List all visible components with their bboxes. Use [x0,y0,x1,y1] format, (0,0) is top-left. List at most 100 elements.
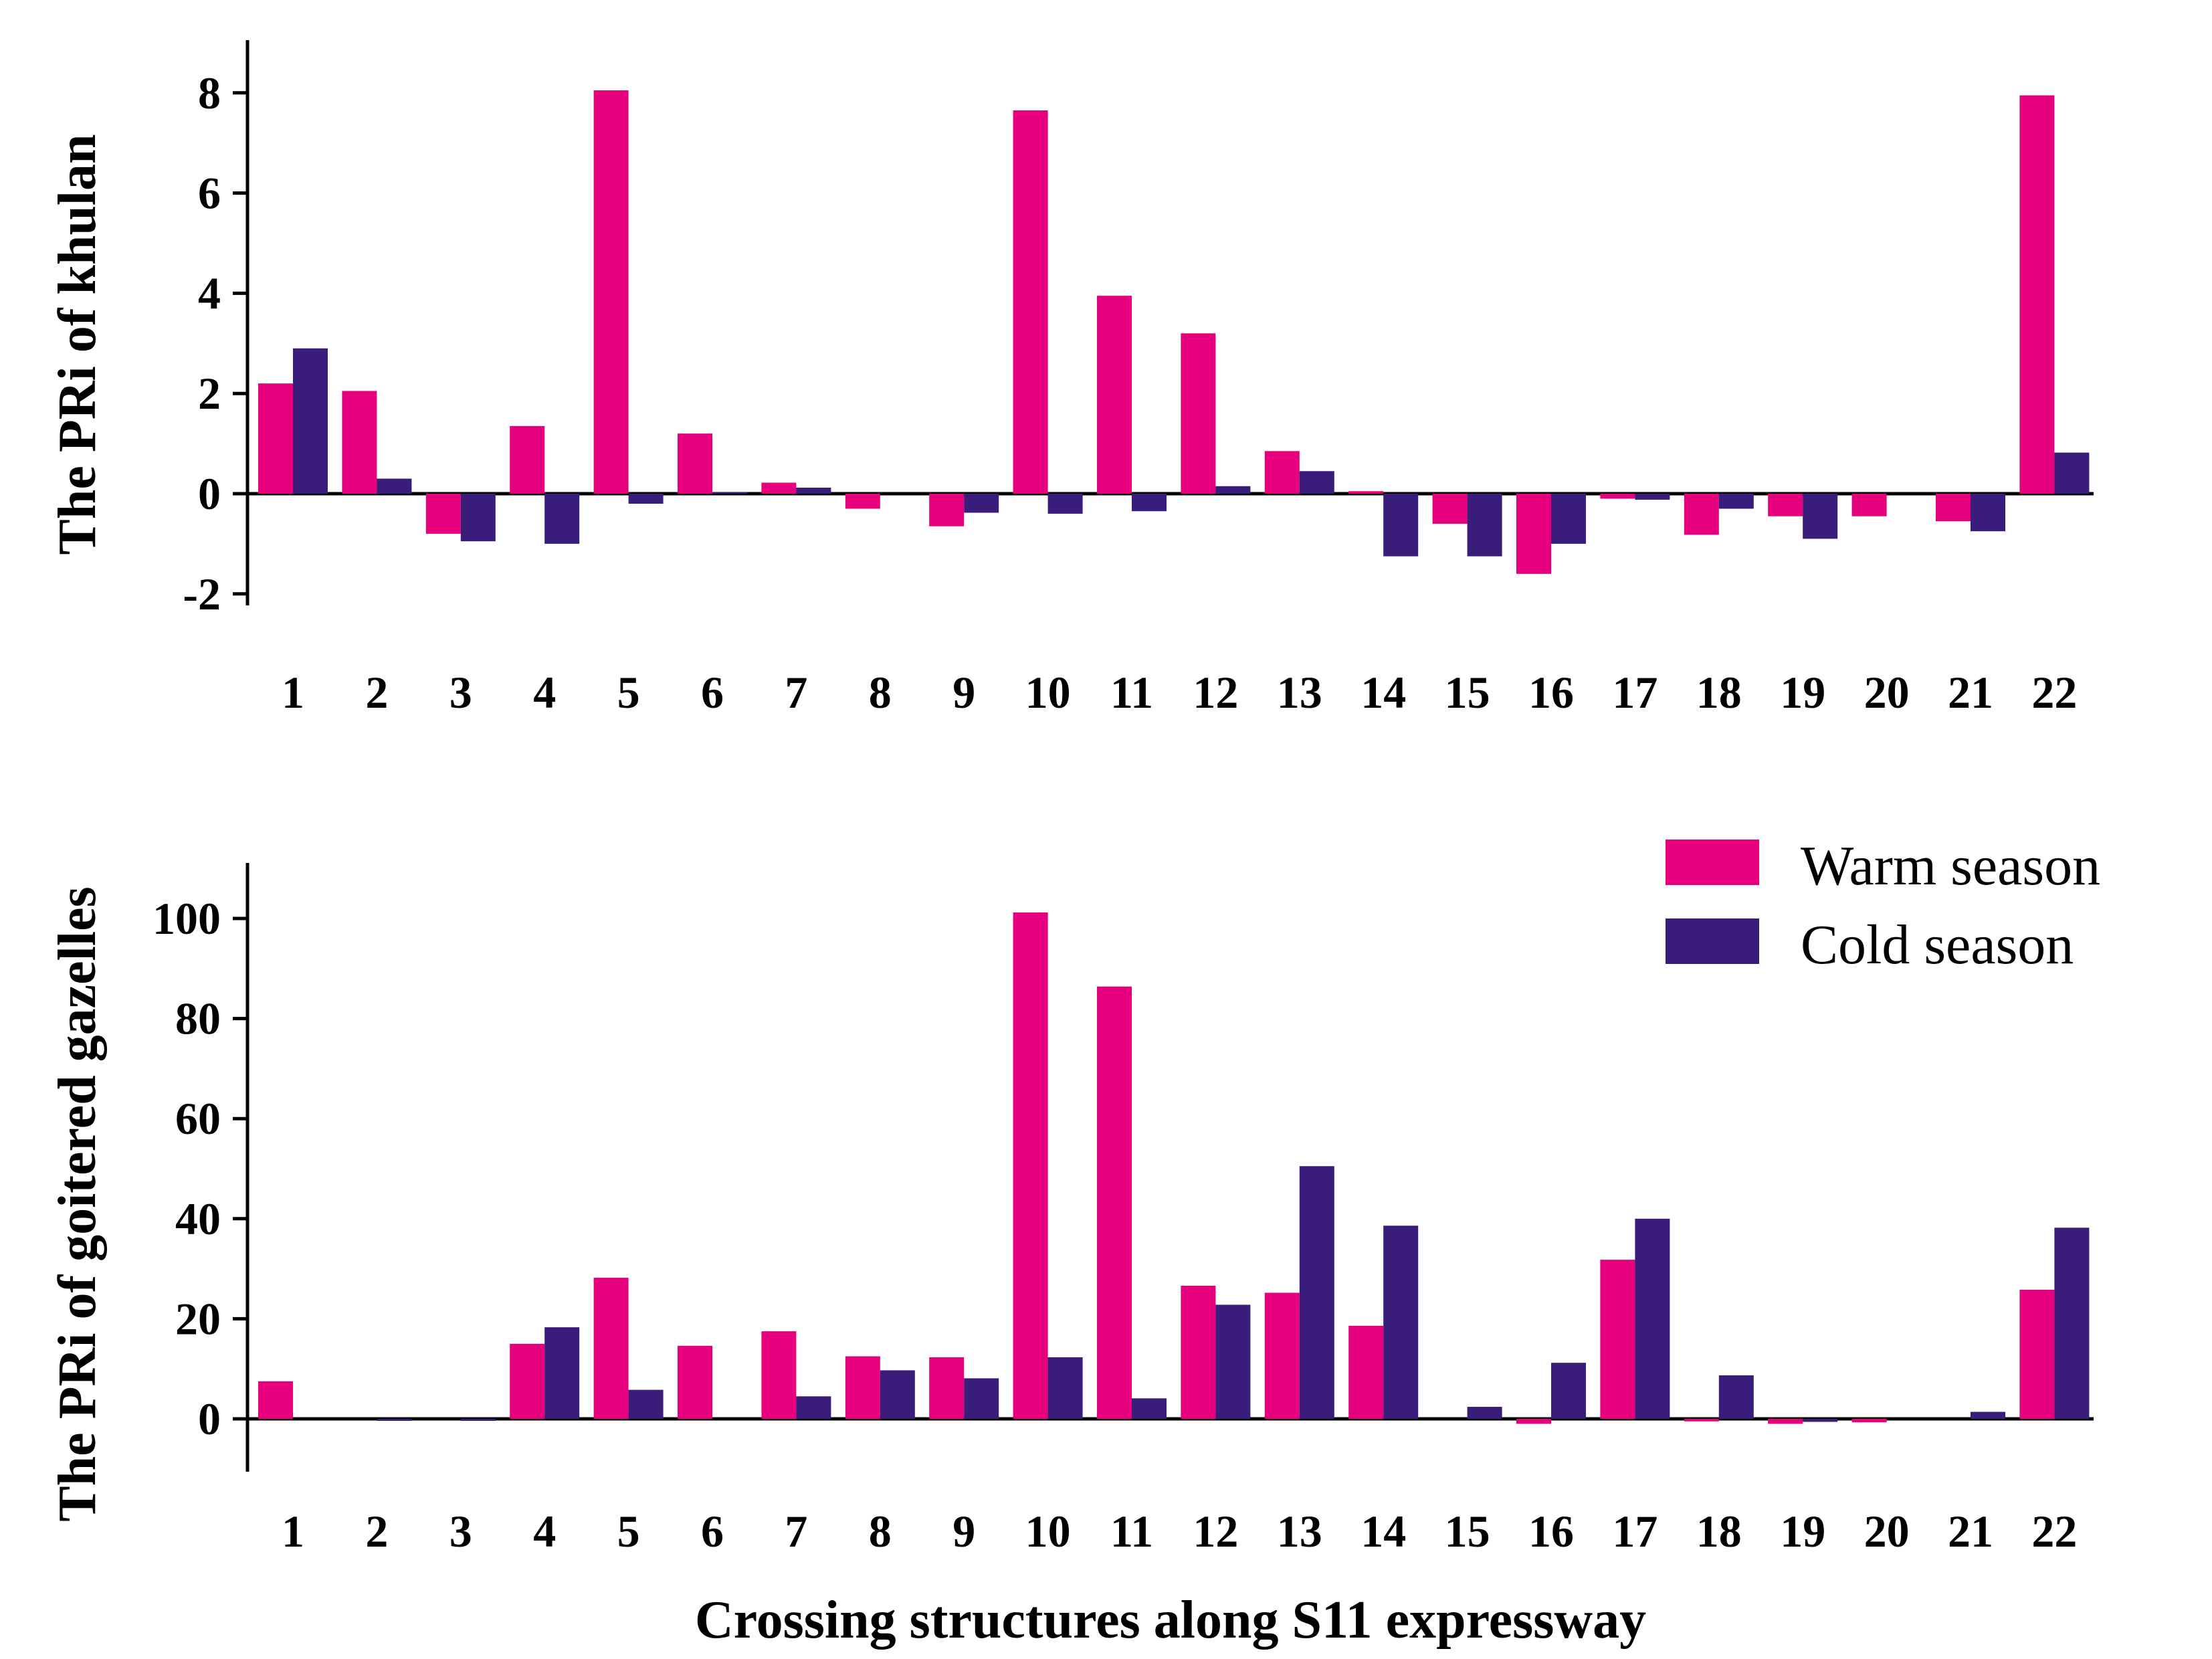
x-axis-title: Crossing structures along S11 expressway [695,1591,1646,1650]
gazelle-x-tick-labels: 1 2 3 4 5 6 7 8 9 10 11 12 13 14 15 16 17 18 19 20 21 22 [282,1506,2077,1557]
khulan-y-ticks: -2 0 2 4 6 8 [183,68,247,619]
gazelle-bar-cold [460,1419,496,1421]
gazelle-bar-cold [1047,1357,1083,1419]
khulan-x-tick-label: 18 [1696,667,1742,718]
khulan-bar-cold [628,494,664,504]
gazelle-bar-cold [964,1378,999,1419]
legend-swatch-warm [1666,840,1759,885]
gazelle-bar-warm [1684,1419,1719,1422]
khulan-x-tick-label: 2 [365,667,388,718]
gazelle-bar-cold [1383,1226,1419,1419]
gazelle-bar-warm [1851,1419,1887,1423]
gazelle-x-tick-label: 9 [952,1506,975,1557]
gazelle-bar-cold [1467,1407,1502,1419]
khulan-bar-warm [425,494,461,534]
gazelle-bar-cold [628,1389,664,1419]
khulan-bar-cold [1971,494,2005,532]
khulan-y-axis-title: The PRi of khulan [48,134,107,555]
gazelle-bar-cold [1299,1166,1334,1419]
legend-swatch-cold [1666,918,1759,964]
khulan-x-tick-label: 10 [1025,667,1071,718]
khulan-x-tick-label: 21 [1948,667,1993,718]
khulan-bar-cold [712,492,747,494]
gazelle-x-tick-label: 22 [2031,1506,2077,1557]
khulan-bar-warm [510,425,545,494]
gazelle-bar-cold [544,1327,580,1419]
gazelle-bar-cold [377,1419,412,1421]
khulan-bar-warm [678,433,712,494]
gazelle-x-tick-label: 6 [701,1506,724,1557]
gazelle-x-tick-label: 14 [1361,1506,1406,1557]
gazelle-x-tick-label: 1 [282,1506,304,1557]
khulan-bar-cold [1299,471,1334,494]
gazelle-bar-warm [761,1331,797,1419]
gazelle-bar-cold [1132,1398,1167,1419]
khulan-x-tick-label: 11 [1110,667,1153,718]
gazelle-bar-cold [1971,1411,2005,1419]
gazelle-bar-cold [1718,1375,1754,1419]
khulan-bar-warm [1348,491,1384,494]
gazelle-bar-warm [929,1357,965,1419]
gazelle-bar-cold [1635,1218,1670,1419]
gazelle-bar-warm [1768,1419,1803,1424]
gazelle-bar-warm [593,1278,629,1419]
khulan-bar-cold [1467,494,1502,557]
khulan-x-tick-label: 5 [617,667,640,718]
khulan-bar-warm [1432,494,1468,524]
khulan-bar-cold [1047,494,1083,514]
gazelle-bar-warm [2019,1290,2055,1419]
khulan-bar-warm [1684,494,1719,535]
gazelle-y-tick-label: 80 [175,993,221,1044]
gazelle-bar-warm [1264,1292,1300,1419]
gazelle-y-tick-label: 60 [175,1093,221,1144]
gazelle-x-tick-label: 10 [1025,1506,1071,1557]
khulan-x-tick-label: 3 [449,667,472,718]
khulan-bar-warm [1768,494,1803,516]
khulan-bar-cold [796,488,831,494]
khulan-bar-cold [964,494,999,513]
gazelle-x-tick-label: 13 [1277,1506,1322,1557]
gazelle-bar-warm [1600,1260,1635,1419]
khulan-bar-warm [1264,451,1300,494]
gazelle-x-tick-label: 5 [617,1506,640,1557]
khulan-y-tick-label: 0 [198,468,221,519]
gazelle-x-tick-label: 2 [365,1506,388,1557]
gazelle-x-tick-label: 7 [785,1506,807,1557]
gazelle-x-tick-label: 16 [1528,1506,1574,1557]
gazelle-bars [258,912,2090,1424]
khulan-x-tick-label: 7 [785,667,807,718]
gazelle-bar-warm [1013,912,1048,1419]
khulan-bar-cold [1635,494,1670,500]
khulan-bar-warm [761,482,797,494]
gazelle-bar-warm [1097,986,1132,1419]
khulan-x-tick-label: 17 [1612,667,1657,718]
khulan-x-tick-label: 8 [869,667,892,718]
gazelle-bar-cold [796,1396,831,1419]
gazelle-bar-warm [258,1381,293,1419]
khulan-bar-warm [1600,494,1635,499]
khulan-bar-cold [1718,494,1754,509]
khulan-x-tick-label: 20 [1864,667,1910,718]
gazelle-y-tick-label: 0 [198,1393,221,1444]
khulan-x-tick-label: 9 [952,667,975,718]
gazelle-bar-warm [510,1343,545,1419]
khulan-x-tick-label: 16 [1528,667,1574,718]
khulan-x-tick-label: 12 [1193,667,1238,718]
khulan-x-tick-labels: 1 2 3 4 5 6 7 8 9 10 11 12 13 14 15 16 17 18 19 20 21 22 [282,667,2077,718]
khulan-x-tick-label: 6 [701,667,724,718]
khulan-bar-cold [377,478,412,494]
khulan-x-tick-label: 15 [1445,667,1490,718]
khulan-bar-warm [593,90,629,494]
gazelle-x-tick-label: 18 [1696,1506,1742,1557]
gazelle-bar-cold [1803,1419,1838,1422]
gazelle-y-tick-label: 40 [175,1193,221,1244]
khulan-x-tick-label: 19 [1780,667,1825,718]
gazelle-x-tick-label: 3 [449,1506,472,1557]
gazelle-x-tick-label: 15 [1445,1506,1490,1557]
gazelle-bar-warm [1181,1286,1216,1419]
gazelle-x-tick-label: 12 [1193,1506,1238,1557]
khulan-y-tick-label: 6 [198,168,221,219]
gazelle-y-ticks: 0 20 40 60 80 100 [153,893,247,1444]
